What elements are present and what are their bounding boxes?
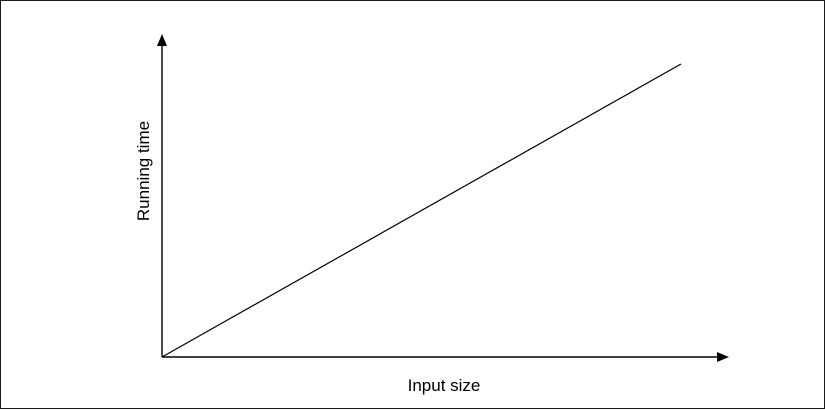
series-line xyxy=(161,63,682,358)
x-axis-label: Input size xyxy=(408,376,481,395)
y-axis-label: Running time xyxy=(134,121,153,221)
